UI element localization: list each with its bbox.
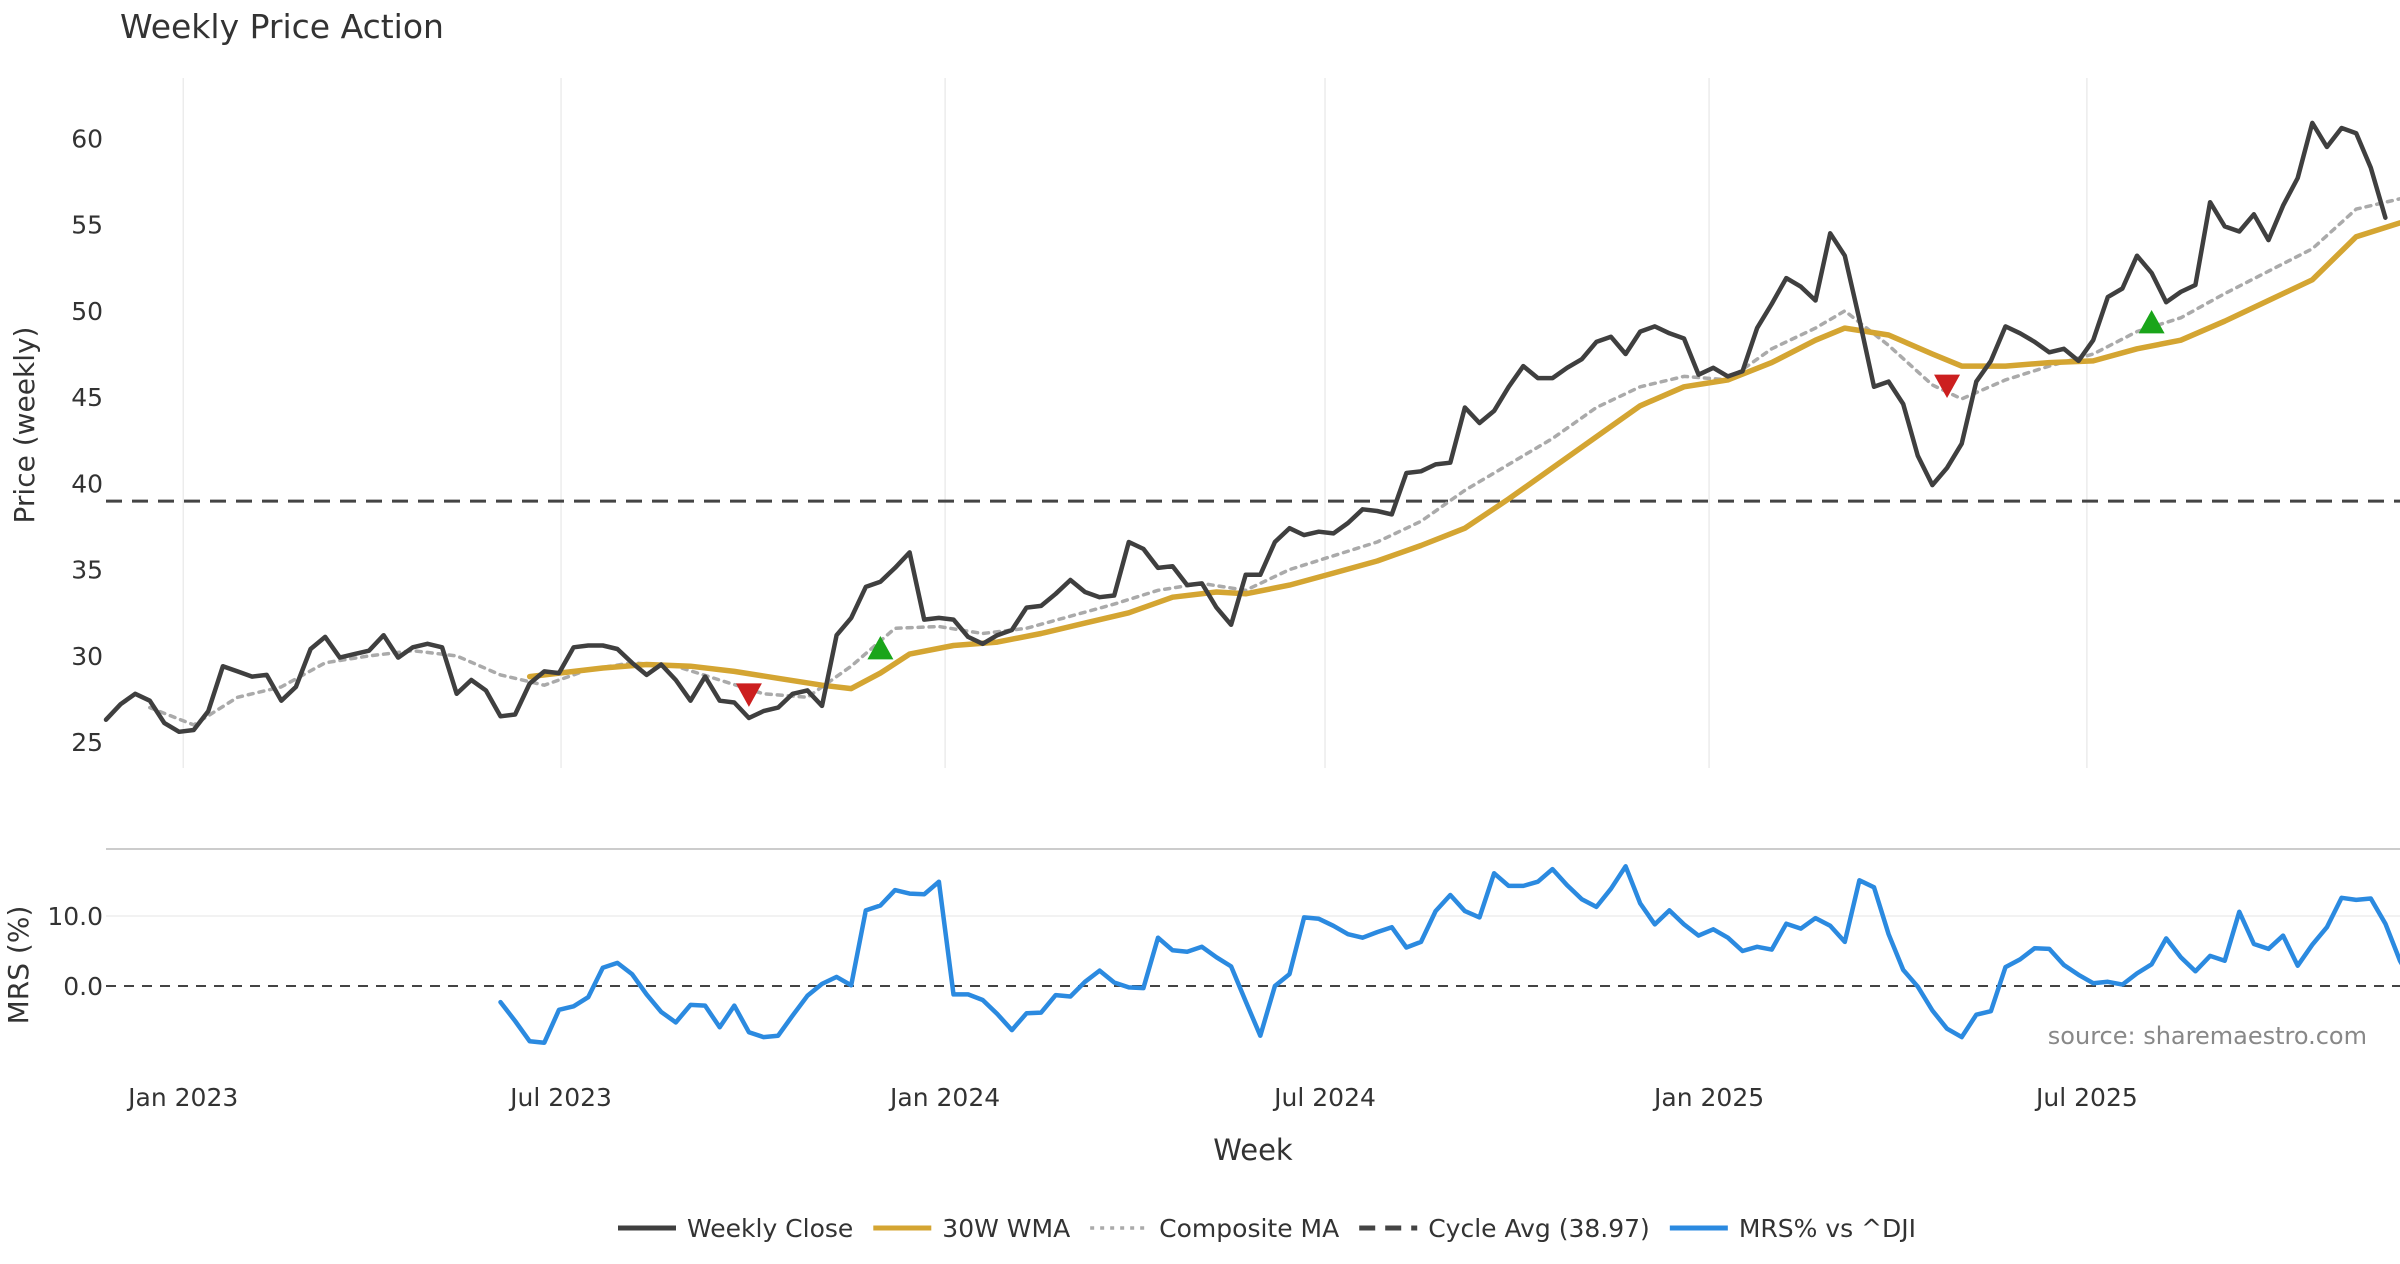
weekly-close-line xyxy=(106,123,2385,732)
mrs-y-ticks: 0.0 10.0 xyxy=(47,902,103,1001)
x-tick-label: Jul 2023 xyxy=(508,1083,612,1112)
price-y-tick-label: 50 xyxy=(71,297,103,326)
x-axis-ticks: Jan 2023 Jul 2023 Jan 2024 Jul 2024 Jan 2025… xyxy=(126,1083,2138,1112)
price-y-tick-label: 45 xyxy=(71,383,103,412)
mrs-y-tick-label: 10.0 xyxy=(47,902,103,931)
legend-label: Weekly Close xyxy=(687,1214,853,1243)
price-gridlines xyxy=(183,78,2087,768)
mrs-y-tick-label: 0.0 xyxy=(63,972,103,1001)
legend-item: Weekly Close xyxy=(618,1214,853,1243)
x-tick-label: Jul 2025 xyxy=(2034,1083,2138,1112)
price-y-ticks: 25 30 35 40 45 50 55 60 xyxy=(71,124,103,757)
price-y-tick-label: 60 xyxy=(71,124,103,153)
x-tick-label: Jan 2024 xyxy=(888,1083,1000,1112)
source-note: source: sharemaestro.com xyxy=(2048,1022,2367,1050)
legend-label: 30W WMA xyxy=(942,1214,1070,1243)
x-tick-label: Jul 2024 xyxy=(1272,1083,1376,1112)
mrs-gridlines xyxy=(106,916,2400,986)
mrs-series xyxy=(501,866,2400,1042)
price-y-tick-label: 40 xyxy=(71,469,103,498)
legend-item: Cycle Avg (38.97) xyxy=(1359,1214,1650,1243)
x-axis-label: Week xyxy=(1213,1133,1293,1167)
price-y-tick-label: 25 xyxy=(71,728,103,757)
chart-title: Weekly Price Action xyxy=(120,7,444,46)
mrs-line xyxy=(501,866,2400,1042)
legend-label: Composite MA xyxy=(1159,1214,1339,1243)
price-y-tick-label: 35 xyxy=(71,556,103,585)
price-series xyxy=(106,123,2400,732)
x-tick-label: Jan 2023 xyxy=(126,1083,238,1112)
composite-ma-line xyxy=(150,199,2400,725)
bearish-signal-marker xyxy=(736,683,762,706)
legend-item: 30W WMA xyxy=(873,1214,1070,1243)
price-y-tick-label: 30 xyxy=(71,642,103,671)
legend-label: MRS% vs ^DJI xyxy=(1739,1214,1916,1243)
legend-label: Cycle Avg (38.97) xyxy=(1428,1214,1650,1243)
price-y-tick-label: 55 xyxy=(71,211,103,240)
bullish-signal-marker xyxy=(2139,310,2165,333)
legend: Weekly Close 30W WMA Composite MA Cycle Avg… xyxy=(618,1214,1916,1243)
mrs-y-axis-label: MRS (%) xyxy=(2,906,35,1025)
legend-item: MRS% vs ^DJI xyxy=(1670,1214,1916,1243)
price-y-axis-label: Price (weekly) xyxy=(8,327,41,524)
x-tick-label: Jan 2025 xyxy=(1652,1083,1764,1112)
legend-item: Composite MA xyxy=(1090,1214,1339,1243)
